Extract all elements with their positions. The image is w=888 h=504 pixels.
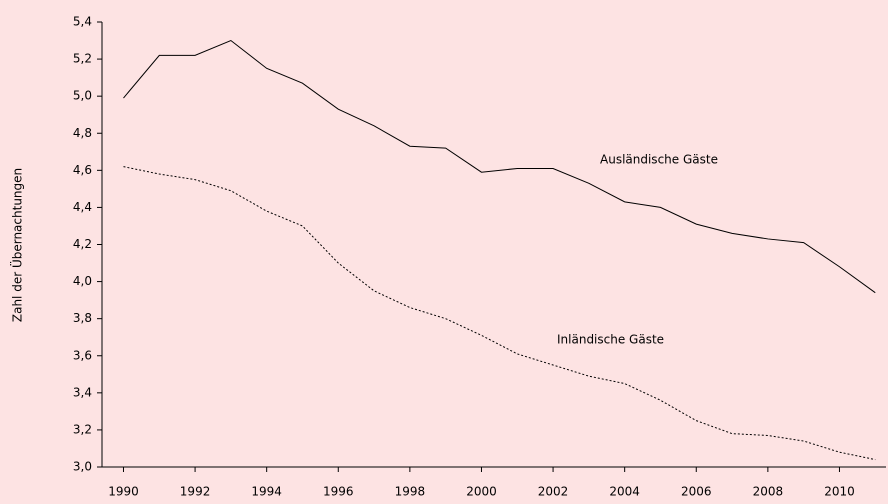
series-label: Inländische Gäste xyxy=(557,333,664,347)
series-label: Ausländische Gäste xyxy=(600,153,718,167)
x-tick-label: 1996 xyxy=(323,485,354,499)
y-tick-label: 5,4 xyxy=(73,15,92,29)
x-tick-label: 2002 xyxy=(538,485,569,499)
y-tick-label: 3,8 xyxy=(73,311,92,325)
x-tick-label: 2000 xyxy=(466,485,497,499)
y-tick-label: 4,4 xyxy=(73,200,92,214)
x-tick-label: 1994 xyxy=(251,485,282,499)
y-tick-label: 5,2 xyxy=(73,52,92,66)
data-line xyxy=(123,39,876,294)
x-tick-label: 2006 xyxy=(681,485,712,499)
x-tick-label: 2010 xyxy=(824,485,855,499)
y-axis-label: Zahl der Übernachtungen xyxy=(9,168,25,322)
y-tick-label: 4,0 xyxy=(73,274,92,288)
y-tick-label: 3,0 xyxy=(73,460,92,474)
x-tick-label: 2004 xyxy=(609,485,640,499)
y-tick-label: 5,0 xyxy=(73,89,92,103)
y-tick-label: 4,6 xyxy=(73,163,92,177)
y-tick-label: 3,6 xyxy=(73,348,92,362)
y-tick-label: 4,8 xyxy=(73,126,92,140)
x-tick-label: 2008 xyxy=(753,485,784,499)
x-tick-label: 1990 xyxy=(108,485,139,499)
x-tick-label: 1998 xyxy=(395,485,426,499)
data-line xyxy=(123,166,876,461)
y-tick-label: 3,2 xyxy=(73,422,92,436)
x-tick-label: 1992 xyxy=(180,485,211,499)
y-tick-label: 4,2 xyxy=(73,237,92,251)
y-tick-label: 3,4 xyxy=(73,385,92,399)
